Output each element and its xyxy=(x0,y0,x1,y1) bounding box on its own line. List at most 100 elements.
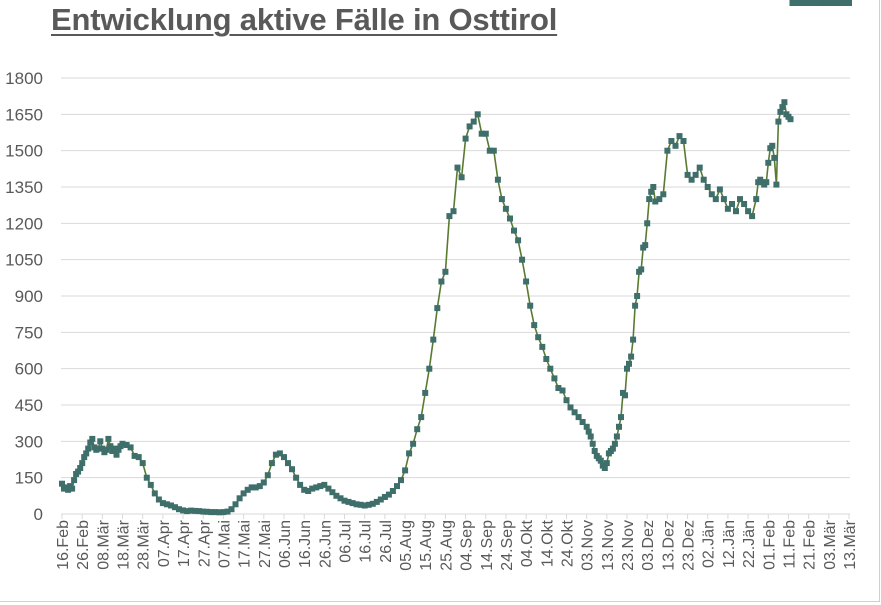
x-tick-label: 12.Jän xyxy=(721,520,738,568)
x-tick-label: 27.Apr xyxy=(196,519,213,567)
data-point-marker xyxy=(494,176,501,183)
data-point-marker xyxy=(373,498,380,505)
data-point-marker xyxy=(406,450,413,457)
data-point-marker xyxy=(547,365,554,372)
data-point-marker xyxy=(482,130,489,137)
data-point-marker xyxy=(200,508,207,515)
x-tick-label: 21.Feb xyxy=(802,520,819,570)
data-point-marker xyxy=(642,242,649,249)
x-tick-label: 28.Mär xyxy=(136,519,153,569)
data-point-marker xyxy=(741,201,748,207)
x-tick-label: 06.Jun xyxy=(277,520,294,568)
data-point-marker xyxy=(585,428,592,435)
data-point-marker xyxy=(603,460,610,467)
data-point-marker xyxy=(139,460,146,467)
data-point-marker xyxy=(402,467,409,474)
data-point-marker xyxy=(676,133,683,140)
data-point-marker xyxy=(616,423,622,430)
x-tick-label: 14.Okt xyxy=(539,519,556,567)
data-point-marker xyxy=(365,501,372,508)
data-point-marker xyxy=(77,465,84,471)
data-point-marker xyxy=(127,444,134,451)
data-point-marker xyxy=(632,302,639,309)
data-point-marker xyxy=(244,486,251,493)
y-axis: 0 150 300 450 600 750 900 1050 1200 1350 1500 1650 1… xyxy=(5,69,43,524)
data-point-marker xyxy=(81,454,88,461)
data-point-marker xyxy=(474,111,481,118)
x-tick-label: 26.Jun xyxy=(317,520,334,568)
data-point-marker xyxy=(498,196,505,203)
x-tick-label: 24.Okt xyxy=(559,519,576,567)
data-point-marker xyxy=(668,138,675,144)
data-point-marker xyxy=(260,479,267,486)
series-active-cases xyxy=(59,0,852,516)
data-point-marker xyxy=(272,451,279,458)
data-point-marker xyxy=(107,443,114,450)
x-tick-label: 04.Sep xyxy=(459,520,476,571)
data-point-marker xyxy=(442,268,449,275)
data-point-marker xyxy=(523,278,530,285)
data-point-marker xyxy=(83,450,90,457)
data-point-marker xyxy=(490,147,497,154)
data-point-marker xyxy=(394,483,400,490)
data-point-marker xyxy=(652,198,659,205)
data-point-marker xyxy=(692,171,699,178)
data-point-marker xyxy=(515,237,522,244)
data-point-marker xyxy=(559,387,566,394)
data-point-marker xyxy=(123,442,130,448)
data-point-marker xyxy=(317,483,324,490)
data-point-marker xyxy=(470,118,477,125)
data-point-marker xyxy=(630,336,637,343)
data-point-marker xyxy=(75,468,82,475)
data-point-marker xyxy=(159,500,166,507)
series-line xyxy=(61,99,792,514)
data-point-marker xyxy=(519,256,526,263)
data-point-marker xyxy=(502,205,509,212)
data-point-marker xyxy=(660,191,667,198)
data-point-marker xyxy=(422,389,429,396)
data-point-marker xyxy=(777,108,784,115)
data-point-marker xyxy=(466,123,473,130)
x-tick-label: 02.Jän xyxy=(701,520,718,568)
data-point-marker xyxy=(414,426,421,433)
data-point-marker xyxy=(781,99,788,106)
data-point-marker xyxy=(151,490,158,497)
data-point-marker xyxy=(345,498,352,505)
x-tick-label: 24.Sep xyxy=(499,520,516,571)
data-point-marker xyxy=(212,509,219,516)
x-tick-label: 17.Mai xyxy=(237,520,254,568)
chart-title: Entwicklung aktive Fälle in Osttirol xyxy=(51,2,558,37)
data-point-marker xyxy=(256,483,263,490)
x-tick-label: 23.Dez xyxy=(681,520,698,571)
data-point-marker xyxy=(216,509,223,516)
data-point-marker xyxy=(535,334,542,341)
y-tick-label: 150 xyxy=(15,469,43,488)
data-point-marker xyxy=(248,484,255,491)
data-point-marker xyxy=(341,497,348,504)
data-point-marker xyxy=(111,445,118,452)
data-point-marker xyxy=(204,508,211,515)
data-point-marker xyxy=(155,496,162,503)
data-point-marker xyxy=(192,507,199,514)
x-tick-label: 14.Sep xyxy=(479,520,496,571)
data-point-marker xyxy=(369,500,376,507)
data-point-marker xyxy=(763,179,770,186)
data-point-marker xyxy=(180,507,187,514)
data-point-marker xyxy=(733,208,739,215)
data-point-marker xyxy=(583,423,590,430)
data-point-marker xyxy=(672,142,679,149)
data-point-marker xyxy=(410,440,417,447)
y-tick-label: 1800 xyxy=(5,69,43,88)
y-tick-label: 750 xyxy=(15,323,43,342)
data-point-marker xyxy=(648,188,655,195)
x-tick-label: 16.Jul xyxy=(358,520,375,563)
data-point-marker xyxy=(462,135,469,142)
x-tick-label: 13.Nov xyxy=(600,520,617,571)
data-point-marker xyxy=(85,445,92,452)
data-point-marker xyxy=(377,496,384,503)
data-point-marker xyxy=(591,448,598,454)
data-point-marker xyxy=(555,385,562,391)
data-point-marker xyxy=(305,488,312,494)
data-point-marker xyxy=(446,213,453,220)
data-point-marker xyxy=(775,118,782,125)
